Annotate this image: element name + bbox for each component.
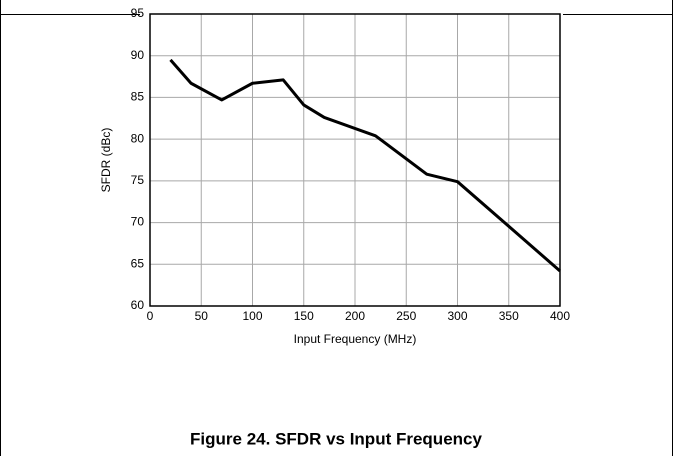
x-tick-label: 300 — [447, 309, 467, 323]
x-axis-title: Input Frequency (MHz) — [294, 332, 417, 346]
data-line — [169, 58, 561, 273]
y-tick-label: 85 — [131, 90, 145, 104]
y-tick-label: 75 — [131, 173, 145, 187]
x-tick-label: 50 — [195, 309, 209, 323]
y-tick-label: 80 — [131, 131, 145, 145]
y-tick-label: 95 — [131, 6, 145, 20]
x-tick-label: 200 — [345, 309, 365, 323]
y-axis-title: SFDR (dBc) — [99, 128, 113, 193]
y-tick-label: 70 — [131, 215, 145, 229]
x-tick-label: 400 — [550, 309, 570, 323]
x-tick-label: 350 — [499, 309, 519, 323]
x-tick-label: 250 — [396, 309, 416, 323]
figure-caption: Figure 24. SFDR vs Input Frequency — [190, 429, 482, 448]
x-tick-label: 0 — [147, 309, 154, 323]
x-tick-label: 100 — [242, 309, 262, 323]
x-tick-label: 150 — [294, 309, 314, 323]
plot-border — [149, 13, 561, 307]
y-tick-label: 90 — [131, 48, 145, 62]
y-tick-label: 65 — [131, 256, 145, 270]
y-tick-label: 60 — [131, 298, 145, 312]
